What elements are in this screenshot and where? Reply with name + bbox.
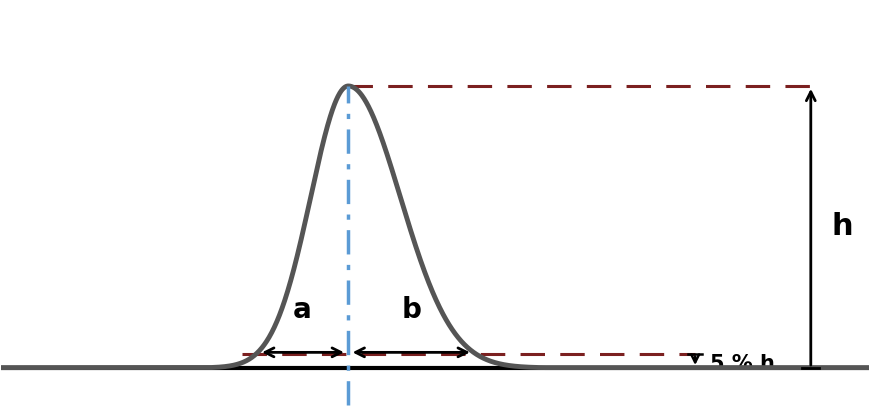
Text: a: a [293,296,311,324]
Text: h: h [830,213,852,242]
Text: b: b [401,296,421,324]
Text: 5 % h: 5 % h [709,354,773,374]
